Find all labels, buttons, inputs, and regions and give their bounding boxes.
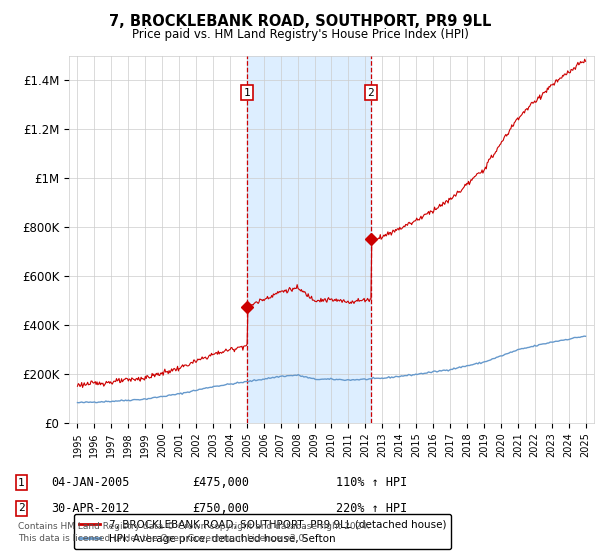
Text: 2: 2 bbox=[368, 88, 374, 97]
Text: 1: 1 bbox=[244, 88, 251, 97]
Legend: 7, BROCKLEBANK ROAD, SOUTHPORT, PR9 9LL (detached house), HPI: Average price, de: 7, BROCKLEBANK ROAD, SOUTHPORT, PR9 9LL … bbox=[74, 514, 451, 549]
Text: 2: 2 bbox=[18, 503, 25, 514]
Text: 110% ↑ HPI: 110% ↑ HPI bbox=[336, 476, 407, 489]
Text: 1: 1 bbox=[18, 478, 25, 488]
Text: £475,000: £475,000 bbox=[192, 476, 249, 489]
Text: Price paid vs. HM Land Registry's House Price Index (HPI): Price paid vs. HM Land Registry's House … bbox=[131, 28, 469, 41]
Text: 04-JAN-2005: 04-JAN-2005 bbox=[51, 476, 130, 489]
Text: 220% ↑ HPI: 220% ↑ HPI bbox=[336, 502, 407, 515]
Text: 30-APR-2012: 30-APR-2012 bbox=[51, 502, 130, 515]
Text: 7, BROCKLEBANK ROAD, SOUTHPORT, PR9 9LL: 7, BROCKLEBANK ROAD, SOUTHPORT, PR9 9LL bbox=[109, 14, 491, 29]
Bar bbox=[247, 56, 371, 423]
Text: £750,000: £750,000 bbox=[192, 502, 249, 515]
Text: Contains HM Land Registry data © Crown copyright and database right 2024.
This d: Contains HM Land Registry data © Crown c… bbox=[18, 522, 370, 543]
